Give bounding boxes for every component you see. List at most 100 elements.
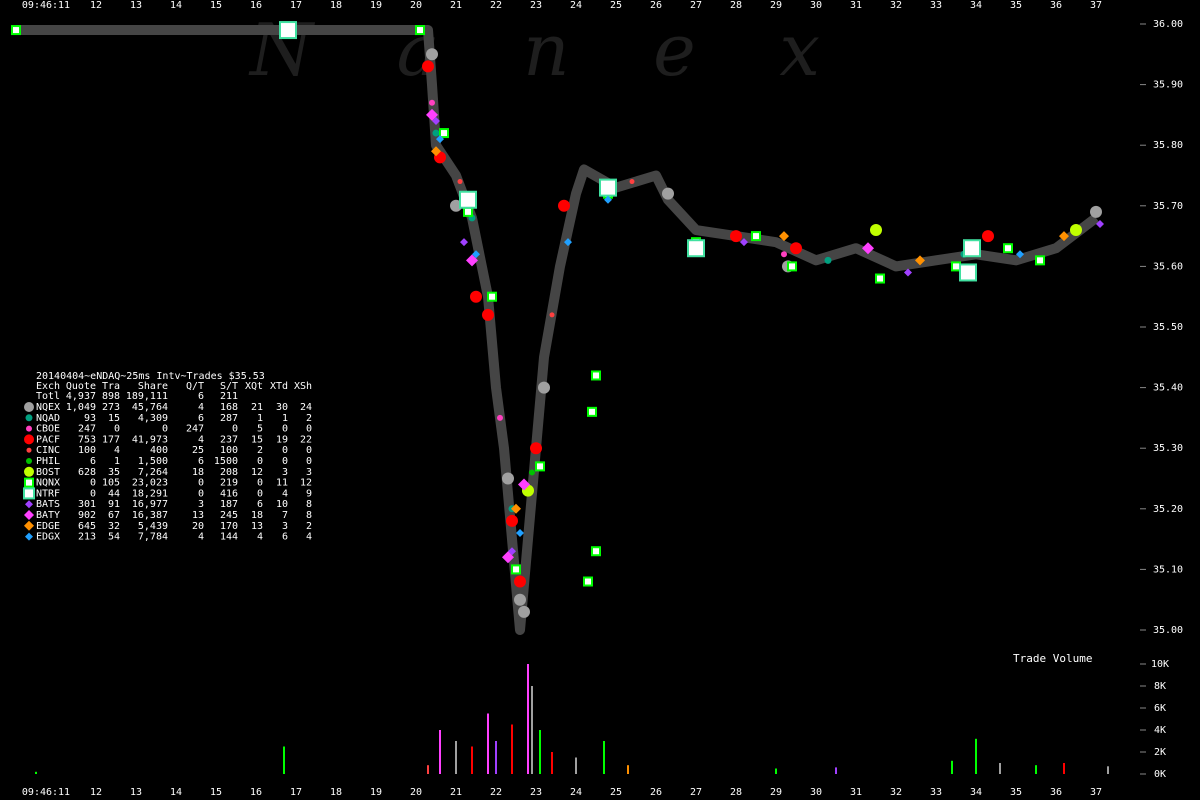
legend-stat: 16,977 <box>132 499 168 510</box>
volume-bar <box>1035 765 1037 774</box>
legend-icon <box>26 447 32 453</box>
x-tick-label: 37 <box>1090 0 1102 11</box>
legend-stat: 4 <box>198 434 204 445</box>
trade-marker <box>502 472 514 485</box>
legend-total: Totl <box>36 391 60 402</box>
trade-marker <box>470 290 482 303</box>
x-tick-label: 15 <box>210 0 222 11</box>
legend-stat: 219 <box>220 478 238 489</box>
x-tick-label: 16 <box>250 0 262 11</box>
trade-marker <box>959 263 977 282</box>
legend-stat: 1500 <box>214 456 238 467</box>
trade-marker <box>781 251 787 258</box>
x-tick-label: 13 <box>130 0 142 11</box>
trade-marker <box>904 268 912 277</box>
legend-stat: 7 <box>282 510 288 521</box>
trade-marker <box>530 442 542 455</box>
x-tick-label: 28 <box>730 0 742 11</box>
legend-header: S/T <box>220 381 238 392</box>
volume-bar <box>531 686 533 774</box>
legend-stat: 245 <box>220 510 238 521</box>
trade-marker <box>506 514 518 527</box>
legend-stat: 247 <box>78 424 96 435</box>
trade-marker <box>459 190 477 209</box>
trade-marker <box>730 230 742 243</box>
legend-stat: 24 <box>300 402 312 413</box>
legend-name: EDGE <box>36 521 60 532</box>
x-tick-label: 31 <box>850 787 862 798</box>
legend-stat: 0 <box>282 445 288 456</box>
legend-stat: 177 <box>102 434 120 445</box>
trade-marker <box>279 21 297 40</box>
legend-stat: 6 <box>282 532 288 543</box>
trade-marker <box>431 146 441 157</box>
legend-stat: 0 <box>162 424 168 435</box>
trade-marker <box>751 231 761 242</box>
volume-bar <box>999 763 1001 774</box>
legend-header: XSh <box>294 381 312 392</box>
x-tick-label: 27 <box>690 787 702 798</box>
x-tick-label: 34 <box>970 0 982 11</box>
trade-marker <box>482 308 494 321</box>
legend-header: Quote <box>66 381 96 392</box>
volume-bar <box>495 741 497 774</box>
legend-stat: 170 <box>220 521 238 532</box>
x-tick-label: 17 <box>290 0 302 11</box>
x-tick-label: 12 <box>90 787 102 798</box>
trade-marker <box>472 250 480 259</box>
x-tick-label: 09:46:11 <box>22 0 70 11</box>
volume-bar <box>627 765 629 774</box>
legend-name: NQAD <box>36 413 60 424</box>
trade-marker <box>508 547 516 556</box>
legend-icon <box>24 477 34 488</box>
legend-stat: 0 <box>282 456 288 467</box>
y-tick-label: 35.80 <box>1153 140 1183 151</box>
trade-marker <box>429 99 435 106</box>
legend-stat: 12 <box>251 467 263 478</box>
legend-icon <box>24 510 34 520</box>
trade-marker <box>497 414 503 421</box>
x-tick-label: 13 <box>130 787 142 798</box>
legend-stat: 902 <box>78 510 96 521</box>
x-tick-label: 31 <box>850 0 862 11</box>
legend-stat: 144 <box>220 532 238 543</box>
trade-marker <box>538 381 550 394</box>
legend-stat: 628 <box>78 467 96 478</box>
legend-stat: 6 <box>90 456 96 467</box>
legend-stat: 9 <box>306 488 312 499</box>
y-tick-label: 35.60 <box>1153 261 1183 272</box>
x-tick-label: 21 <box>450 0 462 11</box>
x-tick-label: 14 <box>170 0 182 11</box>
x-tick-label: 14 <box>170 787 182 798</box>
trade-marker <box>516 529 524 538</box>
legend-stat: 213 <box>78 532 96 543</box>
legend-header: XTd <box>270 381 288 392</box>
trade-marker <box>564 238 572 247</box>
y-tick-label: 35.40 <box>1153 383 1183 394</box>
legend-stat: 6 <box>257 499 263 510</box>
legend-header: Exch <box>36 381 60 392</box>
legend-stat: 30 <box>276 402 288 413</box>
legend-header: Q/T <box>186 381 204 392</box>
volume-bar <box>439 730 441 774</box>
x-tick-label: 29 <box>770 787 782 798</box>
legend-stat: 4 <box>198 402 204 413</box>
x-tick-label: 35 <box>1010 787 1022 798</box>
trade-marker <box>824 256 832 264</box>
y-tick-label: 35.30 <box>1153 443 1183 454</box>
volume-bar <box>487 713 489 774</box>
legend-stat: 273 <box>102 402 120 413</box>
volume-bar <box>527 664 529 774</box>
legend-stat: 93 <box>84 413 96 424</box>
x-tick-label: 26 <box>650 787 662 798</box>
legend-stat: 2 <box>306 521 312 532</box>
legend-stat: 41,973 <box>132 434 168 445</box>
legend-stat: 247 <box>186 424 204 435</box>
y-tick-label: 35.90 <box>1153 80 1183 91</box>
volume-bar <box>551 752 553 774</box>
legend-name: BATS <box>36 499 60 510</box>
legend-name: BATY <box>36 510 60 521</box>
legend-stat: 168 <box>220 402 238 413</box>
